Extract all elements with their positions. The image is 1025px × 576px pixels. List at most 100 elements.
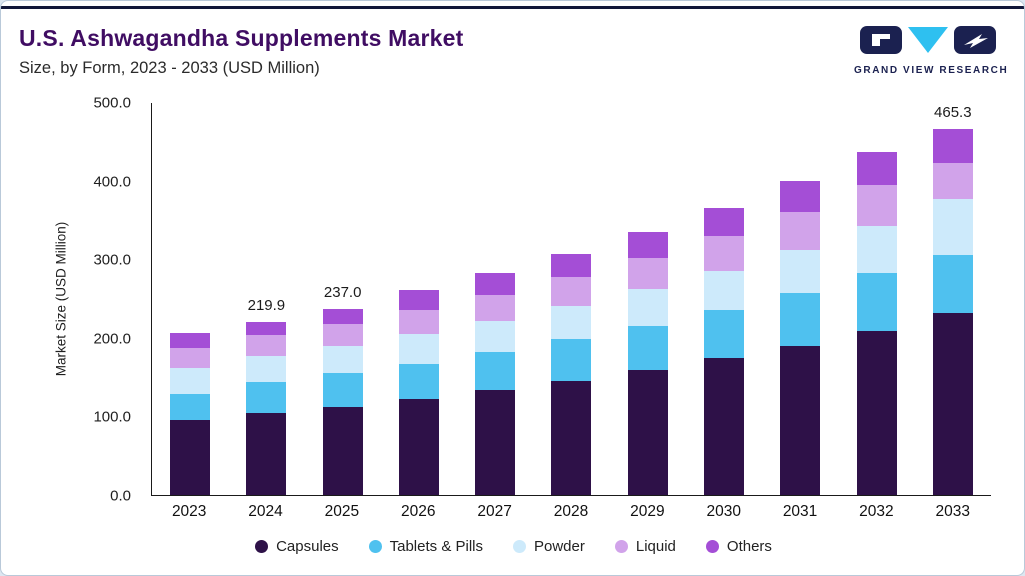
bar-segment-others — [475, 272, 516, 295]
bar-stack — [932, 129, 973, 495]
grand-view-research-logo: GRAND VIEW RESEARCH — [854, 25, 1009, 76]
bar-stack — [246, 322, 287, 495]
bar-segment-capsules — [170, 420, 211, 495]
bar-segment-liquid — [398, 309, 439, 334]
legend-dot-icon — [368, 540, 382, 553]
legend-item-others: Others — [705, 538, 772, 555]
bar-2027 — [457, 103, 533, 495]
bar-segment-others — [932, 129, 973, 164]
bar-segment-powder — [780, 249, 821, 294]
chart-header: U.S. Ashwagandha Supplements Market Size… — [19, 25, 464, 78]
legend-label: Powder — [534, 538, 585, 555]
bar-segment-powder — [551, 305, 592, 340]
x-axis-label-2027: 2027 — [477, 503, 512, 520]
bar-segment-tablets-pills — [856, 273, 897, 331]
bar-segment-powder — [170, 367, 211, 394]
y-tick-label: 500.0 — [93, 94, 131, 112]
bar-stack — [551, 253, 592, 495]
gvr-logo-icon — [860, 26, 996, 54]
bar-segment-tablets-pills — [170, 393, 211, 421]
bar-segment-liquid — [627, 257, 668, 290]
x-axis-label-2028: 2028 — [553, 503, 589, 520]
bar-segment-powder — [703, 271, 744, 311]
legend-item-tablets-pills: Tablets & Pills — [368, 538, 483, 555]
bar-segment-liquid — [780, 212, 821, 250]
bar-segment-others — [322, 308, 363, 324]
bar-stack — [856, 151, 897, 495]
legend-label: Capsules — [276, 538, 339, 555]
bar-stack — [627, 231, 668, 495]
bar-segment-tablets-pills — [627, 326, 668, 371]
bar-2032 — [838, 103, 914, 495]
bar-segment-capsules — [398, 399, 439, 495]
bar-segment-capsules — [703, 358, 744, 495]
bar-2029 — [610, 103, 686, 495]
bar-segment-powder — [398, 333, 439, 364]
bar-segment-powder — [475, 320, 516, 352]
bar-2023 — [152, 103, 228, 495]
legend-item-powder: Powder — [513, 538, 585, 555]
bars-row: 219.9 237.0 465.3 — [152, 103, 991, 495]
bar-stack — [170, 333, 211, 495]
bar-segment-powder — [322, 345, 363, 374]
x-axis-label-2031: 2031 — [782, 503, 818, 520]
y-tick-label: 300.0 — [93, 251, 131, 269]
bar-segment-capsules — [322, 406, 363, 495]
bar-segment-capsules — [780, 345, 821, 495]
legend-item-capsules: Capsules — [255, 538, 339, 555]
bar-2028 — [533, 103, 609, 495]
legend-label: Others — [726, 538, 772, 555]
bar-segment-others — [551, 253, 592, 278]
bar-2024: 219.9 — [228, 103, 304, 495]
y-tick-label: 0.0 — [110, 487, 131, 505]
bar-segment-capsules — [932, 313, 973, 495]
bar-value-label: 237.0 — [323, 283, 362, 301]
bar-stack — [322, 308, 363, 495]
x-axis-label-2032: 2032 — [859, 503, 894, 520]
x-axis-label-2024: 2024 — [248, 503, 283, 520]
legend-label: Liquid — [635, 538, 676, 555]
page-subtitle: Size, by Form, 2023 - 2033 (USD Million) — [19, 59, 320, 77]
chart-legend: Capsules Tablets & Pills Powder Liquid Other… — [1, 538, 1024, 555]
legend-dot-icon — [513, 540, 526, 553]
x-axis-label-2023: 2023 — [171, 503, 207, 520]
y-tick-label: 200.0 — [93, 330, 131, 348]
bar-2033: 465.3 — [915, 103, 991, 495]
top-accent-line — [1, 6, 1024, 9]
bar-segment-others — [398, 289, 439, 310]
legend-dot-icon — [705, 540, 719, 553]
bar-2026 — [381, 103, 457, 495]
gvr-logo-text: GRAND VIEW RESEARCH — [854, 65, 1009, 76]
x-axis-label-2033: 2033 — [935, 503, 971, 520]
bar-segment-capsules — [246, 413, 287, 495]
bar-stack — [780, 180, 821, 495]
bar-stack — [703, 208, 744, 495]
bar-2031 — [762, 103, 838, 495]
y-axis-ticks: 0.0 100.0 200.0 300.0 400.0 500.0 — [1, 95, 141, 505]
x-axis-label-2030: 2030 — [706, 503, 741, 520]
bar-segment-tablets-pills — [246, 381, 287, 414]
bar-segment-tablets-pills — [475, 351, 516, 391]
y-tick-label: 100.0 — [93, 408, 131, 426]
bar-segment-tablets-pills — [932, 255, 973, 314]
plot-area: 219.9 237.0 465.3 — [151, 103, 991, 496]
x-axis-label-2025: 2025 — [324, 503, 360, 520]
x-axis-labels: 2023 2024 2025 2026 2027 2028 2029 2030 2031 2032… — [151, 503, 991, 521]
bar-segment-powder — [932, 198, 973, 256]
bar-segment-others — [170, 333, 211, 349]
y-tick-label: 400.0 — [93, 173, 131, 191]
bar-value-label: 465.3 — [934, 104, 972, 122]
bar-segment-others — [856, 151, 897, 185]
bar-segment-powder — [856, 226, 897, 274]
bar-segment-others — [246, 322, 287, 336]
bar-2030 — [686, 103, 762, 495]
bar-segment-liquid — [322, 323, 363, 346]
bar-segment-liquid — [475, 294, 516, 321]
bar-segment-tablets-pills — [703, 310, 744, 359]
bar-segment-powder — [246, 355, 287, 382]
bar-stack — [475, 272, 516, 495]
bar-segment-capsules — [475, 390, 516, 495]
bar-segment-tablets-pills — [322, 373, 363, 407]
page-title: U.S. Ashwagandha Supplements Market — [19, 25, 464, 51]
